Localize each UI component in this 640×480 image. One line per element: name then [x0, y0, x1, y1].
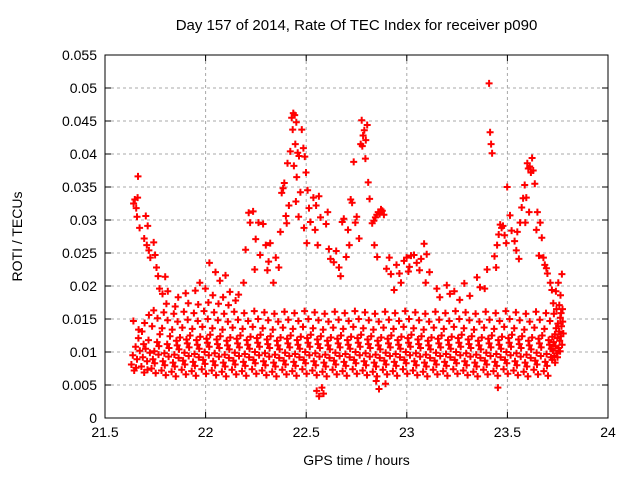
x-tick-label: 22 [198, 424, 214, 440]
x-tick-label: 23.5 [494, 424, 521, 440]
grid-lines [105, 55, 608, 418]
y-tick-label: 0.025 [62, 245, 97, 261]
x-tick-label: 23 [399, 424, 415, 440]
y-tick-label: 0.005 [62, 377, 97, 393]
x-tick-label: 21.5 [91, 424, 118, 440]
y-tick-label: 0.01 [70, 344, 97, 360]
y-tick-label: 0.05 [70, 80, 97, 96]
y-tick-label: 0.015 [62, 311, 97, 327]
data-point-markers [127, 79, 567, 400]
y-tick-label: 0.04 [70, 146, 97, 162]
y-tick-label: 0.02 [70, 278, 97, 294]
chart-title: Day 157 of 2014, Rate Of TEC Index for r… [176, 17, 538, 34]
x-tick-label: 22.5 [293, 424, 320, 440]
x-tick-label: 24 [600, 424, 616, 440]
y-tick-label: 0.035 [62, 179, 97, 195]
x-axis-label: GPS time / hours [303, 452, 410, 468]
tick-labels: 21.5 22 22.5 23 23.5 24 0 0.005 0.01 0.015 0.02 0.0… [62, 47, 616, 440]
y-tick-label: 0.045 [62, 113, 97, 129]
y-tick-label: 0.055 [62, 47, 97, 63]
plot-border [104, 54, 609, 419]
y-tick-label: 0 [89, 410, 97, 426]
y-axis-label: ROTI / TECUs [9, 192, 25, 282]
y-tick-label: 0.03 [70, 212, 97, 228]
scatter-points [127, 79, 567, 400]
